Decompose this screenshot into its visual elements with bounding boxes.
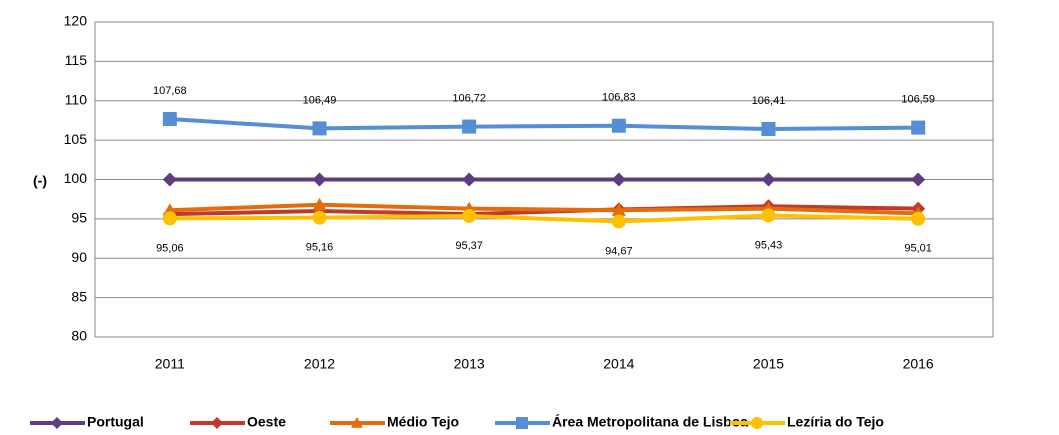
data-label: 106,59 xyxy=(901,94,935,106)
data-label: 95,37 xyxy=(455,240,483,252)
y-tick-label: 80 xyxy=(71,328,87,344)
legend-label: Médio Tejo xyxy=(387,414,459,430)
data-label: 106,72 xyxy=(452,92,486,104)
marker xyxy=(312,210,327,225)
x-tick-label: 2012 xyxy=(304,356,335,372)
marker xyxy=(611,203,626,216)
y-tick-label: 105 xyxy=(64,131,88,147)
legend-label: Oeste xyxy=(247,414,286,430)
marker xyxy=(462,119,477,134)
x-tick-label: 2011 xyxy=(155,356,185,372)
x-tick-label: 2016 xyxy=(903,356,934,372)
y-tick-label: 120 xyxy=(64,13,88,29)
marker xyxy=(611,172,626,187)
marker xyxy=(211,417,223,429)
marker xyxy=(312,197,327,211)
marker xyxy=(351,417,363,428)
y-tick-label: 110 xyxy=(65,91,88,107)
marker xyxy=(611,214,626,229)
marker xyxy=(911,172,926,187)
x-tick-label: 2014 xyxy=(603,356,634,372)
y-tick-label: 95 xyxy=(71,210,87,226)
marker xyxy=(312,121,327,136)
y-tick-label: 115 xyxy=(65,52,88,68)
marker xyxy=(911,211,926,226)
series-line xyxy=(169,117,919,132)
marker xyxy=(516,417,528,429)
y-axis-label: (-) xyxy=(33,173,47,189)
y-tick-label: 100 xyxy=(64,170,88,186)
data-label: 95,16 xyxy=(306,242,334,254)
marker xyxy=(911,120,926,135)
legend-label: Lezíria do Tejo xyxy=(787,414,884,430)
series-line xyxy=(169,202,919,216)
marker xyxy=(162,172,177,187)
data-label: 94,67 xyxy=(605,245,633,257)
marker xyxy=(611,118,626,133)
marker xyxy=(761,122,776,137)
series-line xyxy=(169,204,919,217)
marker xyxy=(462,208,477,223)
x-tick-label: 2015 xyxy=(753,356,784,372)
data-label: 106,83 xyxy=(602,92,636,104)
marker xyxy=(751,417,763,429)
marker xyxy=(312,172,327,187)
marker xyxy=(162,211,177,226)
legend-label: Portugal xyxy=(87,414,144,430)
legend-label: Área Metropolitana de Lisboa xyxy=(552,414,748,430)
series-line xyxy=(169,213,919,224)
marker xyxy=(761,208,776,223)
data-label: 106,49 xyxy=(303,94,337,106)
data-label: 107,68 xyxy=(153,85,187,97)
data-label: 95,06 xyxy=(156,242,184,254)
data-label: 95,01 xyxy=(904,243,932,255)
marker xyxy=(761,172,776,187)
marker xyxy=(462,172,477,187)
y-tick-label: 90 xyxy=(71,249,87,265)
marker xyxy=(162,112,177,127)
data-label: 106,41 xyxy=(752,95,786,107)
y-tick-label: 85 xyxy=(71,288,87,304)
x-tick-label: 2013 xyxy=(454,356,485,372)
data-label: 95,43 xyxy=(755,239,783,251)
marker xyxy=(51,417,63,429)
